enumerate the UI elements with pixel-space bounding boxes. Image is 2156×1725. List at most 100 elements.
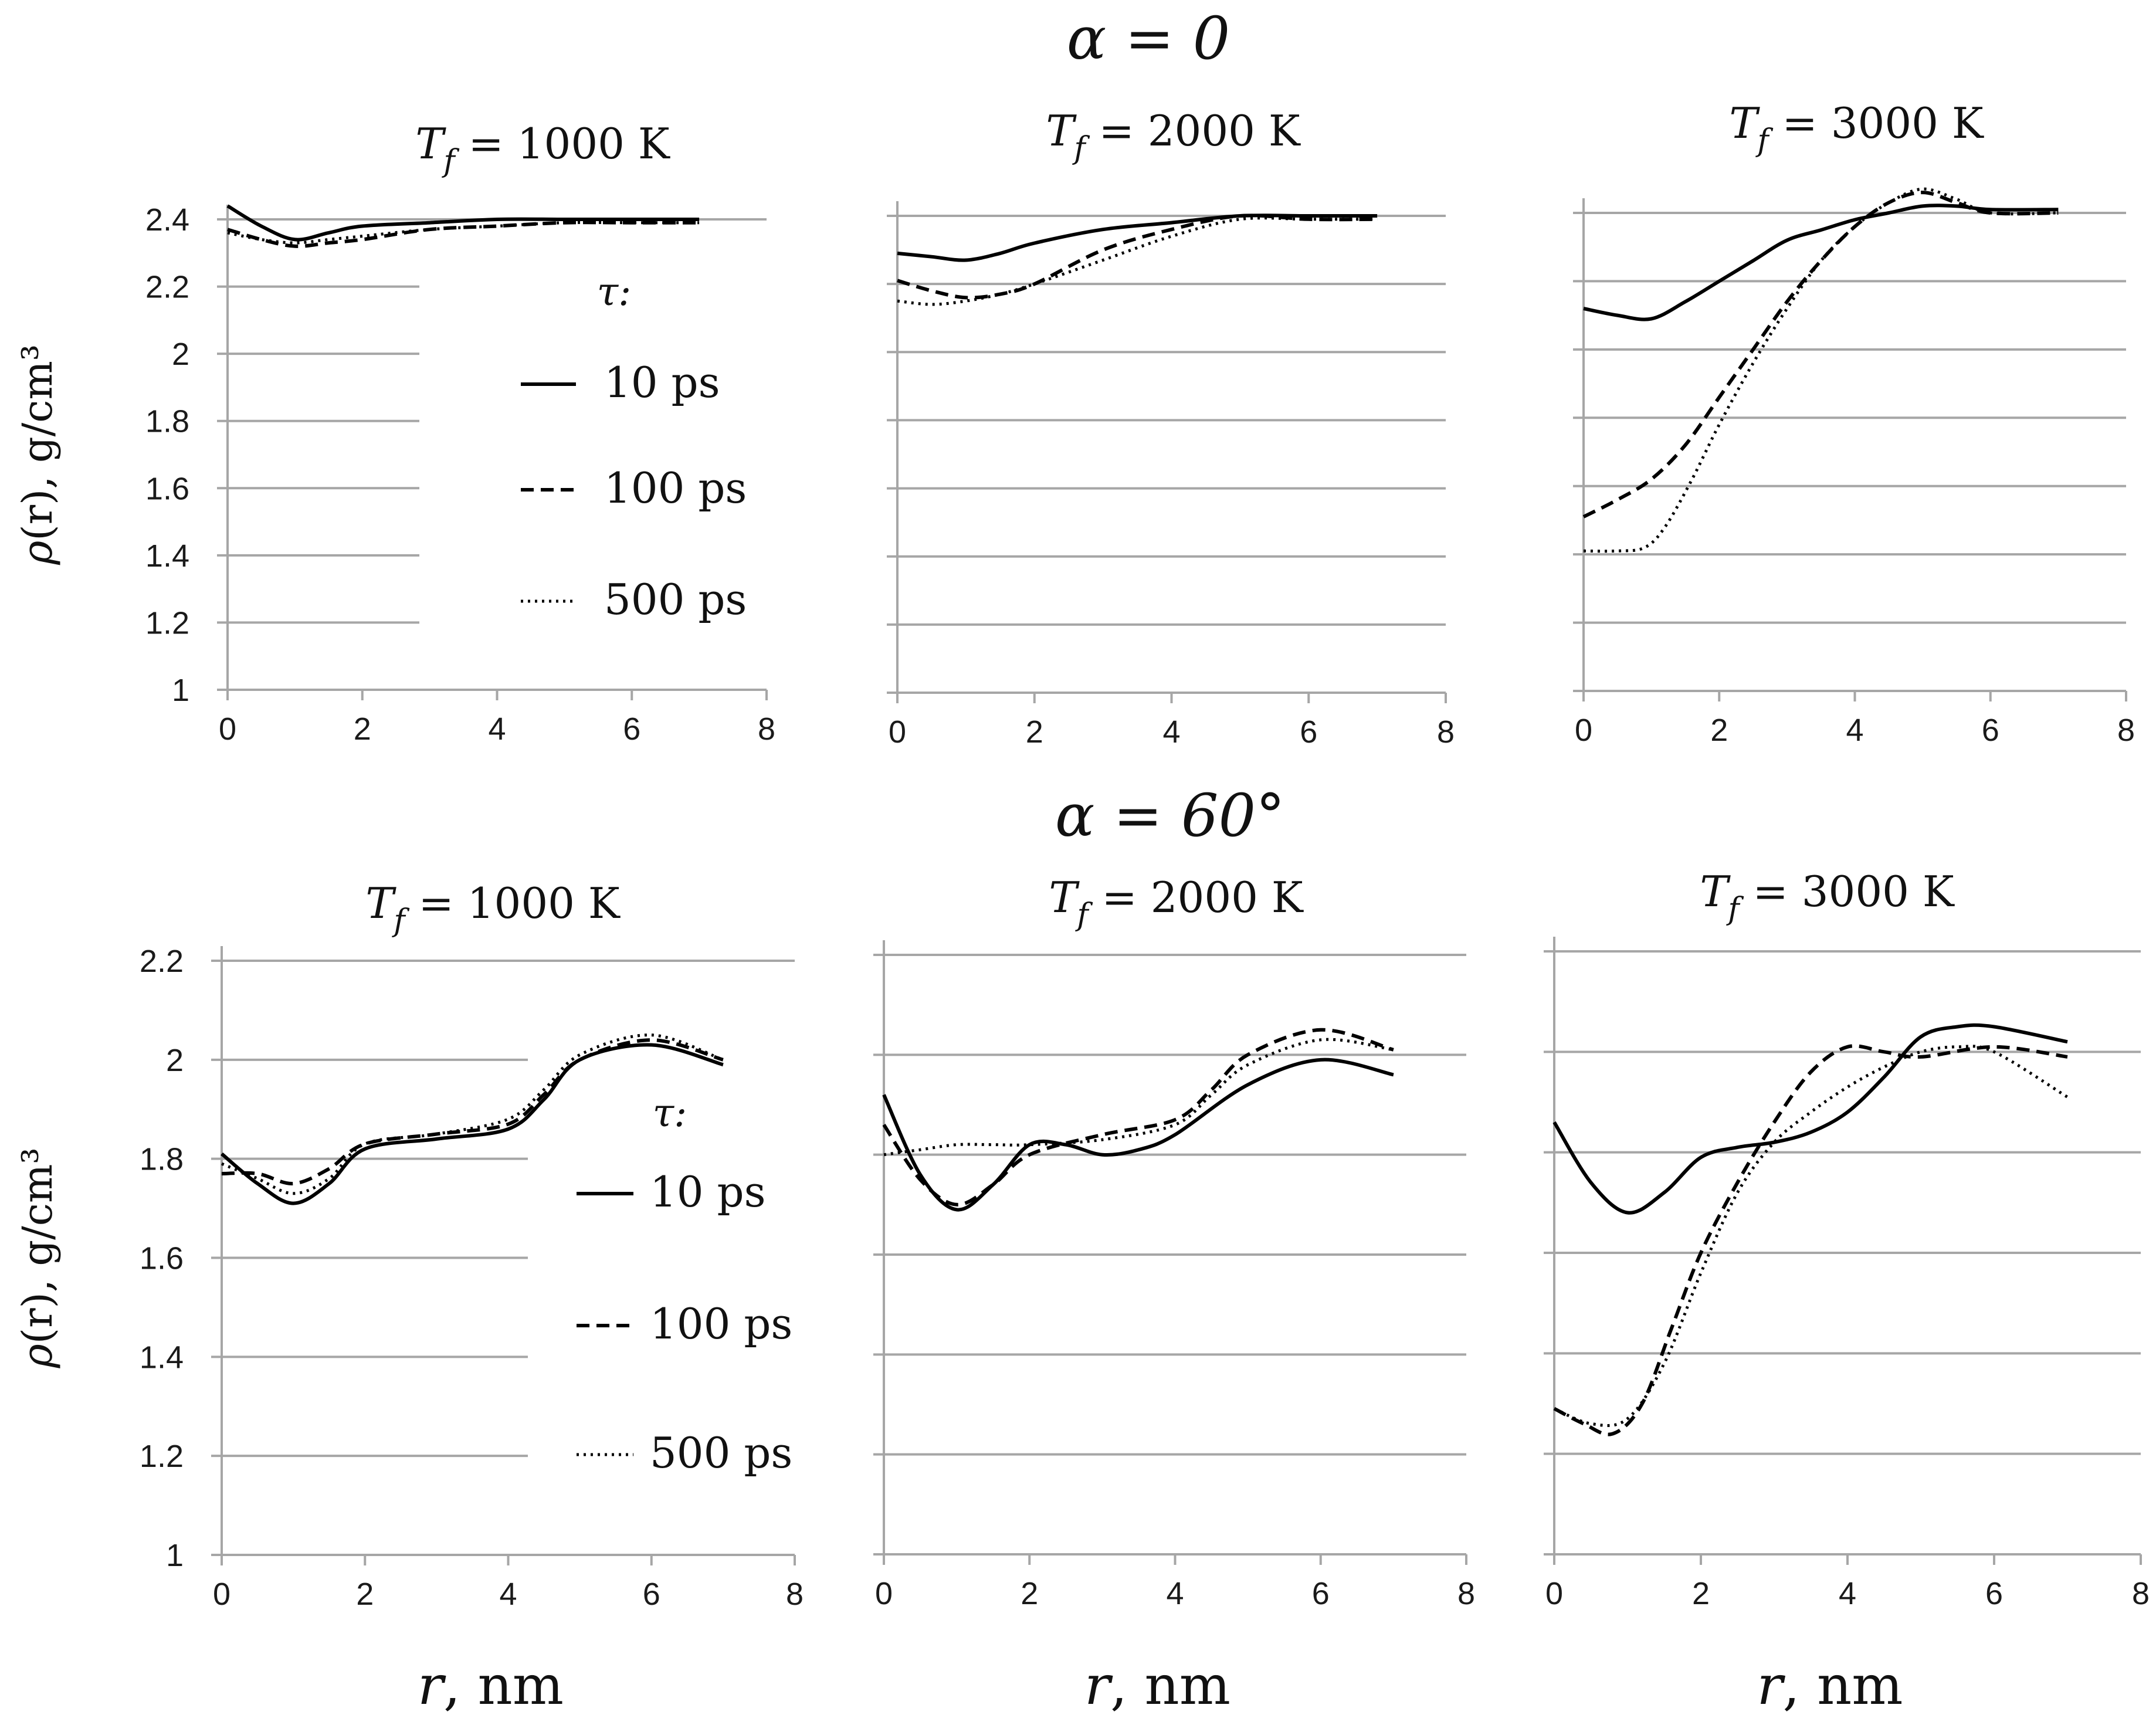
x-tick-label: 0 [889,714,906,750]
panel-title-var: T [365,879,396,928]
series-line-100-ps [1553,1044,2068,1436]
x-tick-label: 0 [875,1576,893,1611]
x-tick-label: 4 [1162,714,1180,750]
y-tick-label: 2.2 [145,270,189,305]
series-line-100-ps [221,1038,724,1185]
legend-label: 10 ps [604,358,720,407]
panel-title-var: T [1729,99,1760,148]
panel-title-rest: = 2000 K [1089,873,1304,922]
x-tick-label: 8 [2117,713,2135,748]
legend: τ: 10 ps 100 ps 500 ps [577,1090,792,1477]
y-tick-label: 1.2 [145,605,189,640]
series-line-10-ps [221,1043,724,1205]
x-tick-label: 0 [1545,1576,1563,1611]
x-tick-label: 4 [488,711,506,747]
series-line-10-ps [1552,1023,2068,1215]
panel-r1-c0: Tf = 1000 K 0 2 4 6 8 1 1.2 1.4 1.6 1.8 2 2.2 ρ(r), g… [13,879,804,1717]
panel-r0-c0: Tf = 1000 K 0 2 4 6 8 1 1.2 1.4 1.6 1.8 2 2.2 2.4 ρ(r)… [13,119,775,747]
y-tick-label: 1.4 [140,1340,184,1375]
series-line-500-ps [1583,187,2059,553]
x-tick-label: 6 [1300,714,1317,750]
x-tick-label: 8 [758,711,775,747]
x-tick-label: 2 [1021,1576,1038,1611]
x-tick-label: 2 [356,1577,374,1612]
y-axis-label: ρ(r), g/cm³ [13,344,62,565]
x-tick-label: 8 [1437,714,1455,750]
series-line-10-ps [882,1058,1394,1212]
legend-label: 100 ps [604,463,747,513]
panel-r1-c2: Tf = 3000 K 0 2 4 6 8 r, nm [1544,867,2150,1717]
panel-title-rest: = 3000 K [1769,99,1984,148]
series-line-100-ps [227,221,700,248]
y-axis-label-rest: (r), g/cm³ [13,344,62,541]
panel-title-var: T [415,119,446,168]
series-line-500-ps [897,216,1378,306]
panel-title: Tf = 2000 K [1049,873,1304,933]
y-tick-label: 2.2 [140,944,184,979]
y-tick-label: 1.8 [140,1142,184,1177]
x-axis-label-symbol: r [418,1654,446,1717]
row-title-alpha-60: α = 60° [1055,781,1285,850]
x-axis-label: r, nm [418,1654,564,1717]
panel-title-rest: = 1000 K [455,119,670,168]
panel-r1-c1: Tf = 2000 K 0 2 4 6 8 r, nm [873,873,1475,1717]
x-tick-label: 4 [1846,713,1863,748]
legend-title: τ: [597,269,632,314]
x-tick-label: 0 [213,1577,230,1612]
x-tick-label: 6 [1985,1576,2003,1611]
row-title-alpha-0: α = 0 [1067,4,1230,73]
x-axis-label: r, nm [1757,1654,1903,1717]
y-tick-label: 1 [172,673,189,708]
y-tick-label: 1 [166,1538,184,1573]
x-axis-label-rest: , nm [1110,1654,1230,1717]
legend-label: 100 ps [650,1299,792,1348]
x-tick-label: 2 [1026,714,1043,750]
series-line-500-ps [1554,1045,2069,1427]
y-axis-label-symbol: ρ [13,541,62,565]
y-tick-label: 2.4 [145,202,189,238]
x-tick-label: 0 [1575,713,1592,748]
series-line-100-ps [897,213,1378,300]
panel-title-rest: = 3000 K [1740,867,1955,916]
legend-label: 500 ps [604,575,747,624]
x-tick-label: 6 [643,1577,660,1612]
panel-title-rest: = 1000 K [405,879,621,928]
x-tick-label: 4 [1166,1576,1184,1611]
panel-title: Tf = 3000 K [1729,99,1984,158]
series-line-100-ps [1582,191,2059,518]
legend-title: τ: [653,1090,687,1136]
x-tick-label: 8 [786,1577,804,1612]
x-tick-label: 4 [499,1577,517,1612]
series-line-500-ps [883,1038,1394,1157]
series-line-10-ps [897,213,1378,262]
panel-r0-c2: Tf = 3000 K 0 2 4 6 8 [1573,99,2135,748]
legend: τ: 10 ps 100 ps 500 ps [521,269,747,624]
x-tick-label: 8 [1457,1576,1475,1611]
series-line-10-ps [226,204,700,242]
series-line-100-ps [882,1028,1394,1207]
x-axis-label-rest: , nm [1783,1654,1903,1717]
panel-title-var: T [1046,106,1077,155]
x-axis-label: r, nm [1084,1654,1230,1717]
legend-label: 10 ps [650,1167,766,1216]
panel-title-var: T [1700,867,1731,916]
x-tick-label: 0 [219,711,236,747]
panel-title: Tf = 3000 K [1700,867,1955,927]
y-tick-label: 2 [166,1043,184,1078]
y-tick-label: 1.8 [145,404,189,439]
x-tick-label: 2 [1710,713,1728,748]
panel-title: Tf = 1000 K [415,119,670,179]
x-tick-label: 2 [354,711,371,747]
y-axis-label-symbol: ρ [13,1344,62,1368]
y-tick-label: 2 [172,337,189,372]
y-axis-label: ρ(r), g/cm³ [13,1148,62,1369]
x-tick-label: 6 [1982,713,1999,748]
x-tick-label: 2 [1692,1576,1710,1611]
panels: Tf = 1000 K0 2 4 6 811.21.41.61.822.22.4ρ(r)… [13,99,2150,1717]
y-tick-label: 1.2 [140,1439,184,1474]
panel-title-var: T [1049,873,1080,922]
y-tick-label: 1.6 [145,471,189,506]
x-tick-label: 6 [623,711,640,747]
x-axis-label-symbol: r [1757,1654,1786,1717]
